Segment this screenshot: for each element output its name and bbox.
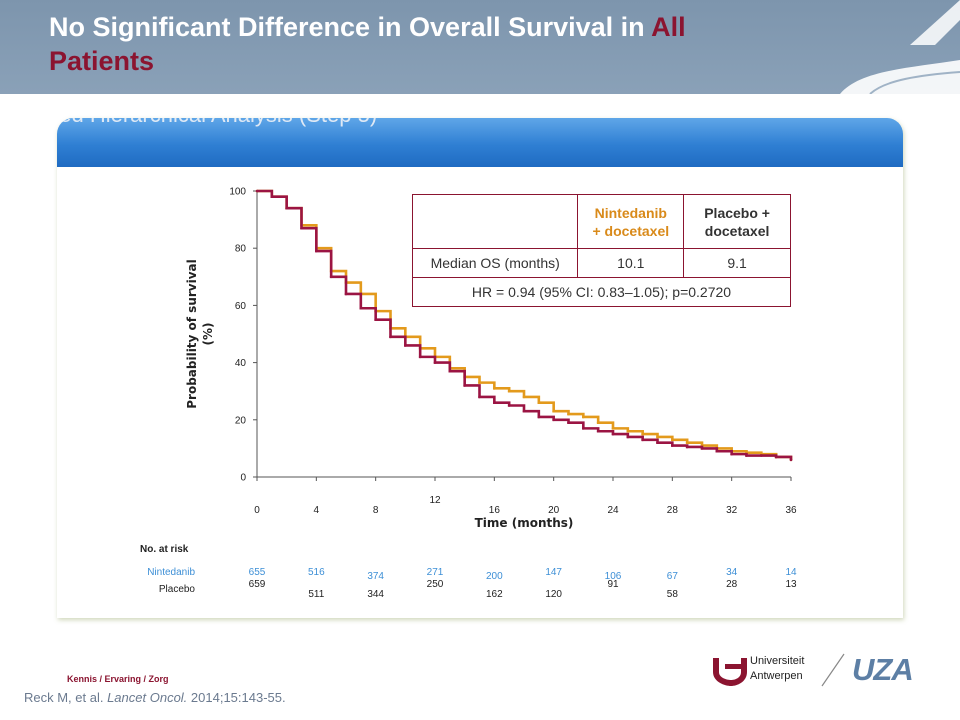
- summary-table: Nintedanib + docetaxel Placebo + docetax…: [411, 194, 791, 307]
- reference-details: 2014;15:143-55.: [187, 690, 286, 705]
- risk-nintedanib-value: 655: [248, 567, 266, 578]
- risk-nintedanib-value: 271: [426, 567, 444, 578]
- risk-placebo-value: 344: [367, 589, 384, 600]
- header-decoration: [840, 0, 960, 94]
- risk-nintedanib-value: 374: [367, 571, 384, 582]
- risk-placebo-value: 28: [726, 579, 738, 590]
- logo-divider: [821, 653, 845, 687]
- ua-logo-line1: Universiteit: [750, 655, 805, 667]
- content-panel: ned Hierarchical Analysis (Step 5): [57, 118, 903, 618]
- risk-nintedanib-value: 14: [785, 567, 797, 578]
- footer-tagline: Kennis / Ervaring / Zorg: [67, 674, 169, 684]
- title-banner: No Significant Difference in Overall Sur…: [0, 0, 960, 94]
- median-os-label: Median OS (months): [411, 248, 579, 278]
- risk-table-title: No. at risk: [140, 544, 189, 555]
- risk-nintedanib-value: 516: [307, 567, 325, 578]
- risk-placebo-label: Placebo: [158, 584, 195, 595]
- nintedanib-header: Nintedanib + docetaxel: [577, 194, 685, 249]
- reference-journal: Lancet Oncol.: [107, 690, 188, 705]
- risk-nintedanib-value: 200: [485, 571, 503, 582]
- hazard-ratio-text: HR = 0.94 (95% CI: 0.83–1.05); p=0.2720: [412, 277, 791, 307]
- summary-empty-cell: [411, 194, 579, 249]
- placebo-header-line1: Placebo +: [704, 204, 770, 221]
- nintedanib-median-os: 10.1: [577, 248, 685, 278]
- risk-nintedanib-value: 67: [666, 571, 678, 582]
- reference: Reck M, et al. Lancet Oncol. 2014;15:143…: [24, 690, 286, 705]
- ua-logo-line2: Antwerpen: [750, 670, 803, 682]
- title-accent: All: [651, 12, 686, 42]
- risk-placebo-value: 250: [426, 579, 444, 590]
- placebo-median-os: 9.1: [683, 248, 791, 278]
- risk-placebo-value: 91: [607, 579, 619, 590]
- placebo-header-line2: docetaxel: [704, 222, 770, 239]
- risk-nintedanib-value: 147: [545, 567, 562, 578]
- risk-nintedanib-label: Nintedanib: [147, 567, 195, 578]
- uza-logo: UZA: [852, 652, 914, 687]
- university-antwerpen-logo-icon: [713, 658, 747, 686]
- risk-placebo-value: 120: [545, 589, 562, 600]
- risk-nintedanib-value: 34: [726, 567, 738, 578]
- slide-title: No Significant Difference in Overall Sur…: [49, 10, 809, 78]
- title-part2: Patients: [49, 46, 155, 76]
- panel-heading-bar: ned Hierarchical Analysis (Step 5): [57, 118, 903, 167]
- risk-placebo-value: 659: [248, 579, 266, 590]
- risk-placebo-value: 162: [485, 589, 503, 600]
- nintedanib-header-line1: Nintedanib: [594, 204, 667, 221]
- title-part1: No Significant Difference in Overall Sur…: [49, 12, 652, 42]
- panel-heading: ned Hierarchical Analysis (Step 5): [57, 118, 377, 128]
- risk-placebo-value: 511: [308, 589, 325, 600]
- risk-nintedanib-value: 106: [604, 571, 622, 582]
- placebo-header: Placebo + docetaxel: [683, 194, 791, 249]
- reference-authors: Reck M, et al.: [24, 690, 108, 705]
- risk-placebo-value: 13: [785, 579, 797, 590]
- risk-placebo-value: 58: [666, 589, 678, 600]
- nintedanib-header-line2: + docetaxel: [592, 222, 670, 239]
